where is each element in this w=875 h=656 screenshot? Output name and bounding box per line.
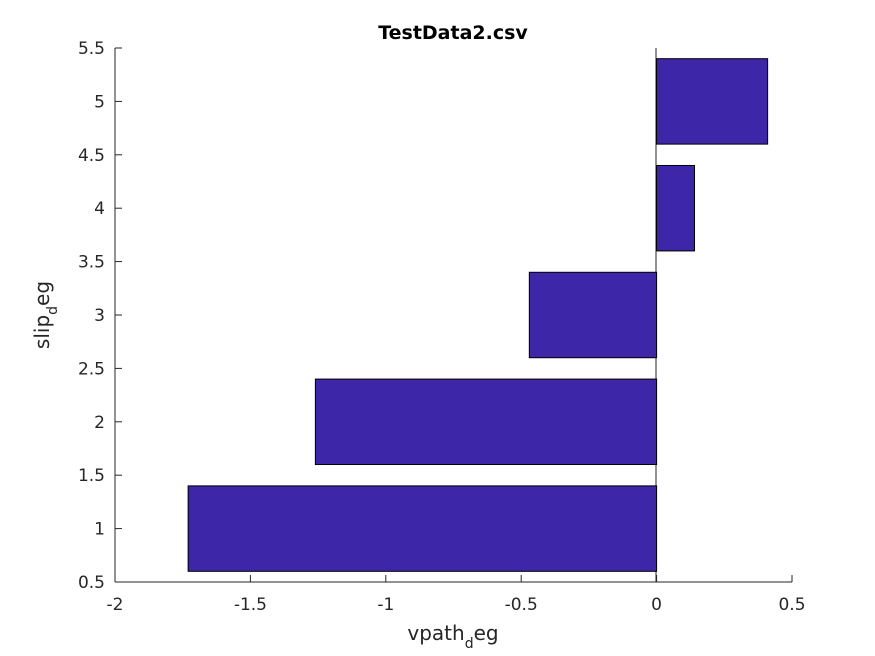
y-axis-label-rest: eg	[30, 281, 54, 306]
y-tick-label: 5.5	[78, 39, 105, 59]
y-axis-label: slipdeg	[30, 281, 61, 349]
y-tick-label: 2	[94, 413, 105, 433]
bar-4	[656, 164, 696, 252]
x-axis-label: vpathdeg	[407, 621, 498, 652]
y-axis-label-sub: d	[45, 306, 61, 315]
bar-3	[528, 271, 658, 359]
x-axis-label-main: vpath	[407, 621, 464, 645]
y-tick-label: 5	[94, 92, 105, 112]
x-tick-label: -2	[107, 595, 124, 615]
x-tick-label: 0.5	[778, 595, 805, 615]
y-tick-label: 0.5	[78, 573, 105, 593]
y-tick-label: 3	[94, 306, 105, 326]
y-tick-label: 1.5	[78, 466, 105, 486]
bar-2	[314, 378, 658, 466]
x-axis-label-sub: d	[465, 636, 474, 652]
y-tick-label: 2.5	[78, 359, 105, 379]
bar-1	[187, 485, 658, 572]
x-tick-label: -0.5	[505, 595, 538, 615]
y-tick-label: 4.5	[78, 146, 105, 166]
x-axis-label-rest: eg	[474, 621, 499, 645]
bars-group	[187, 58, 769, 572]
x-ticks-group: -2 -1.5 -1 -0.5 0 0.5	[107, 575, 806, 615]
y-tick-label: 4	[94, 199, 105, 219]
y-ticks-group: 0.5 1 1.5 2 2.5 3 3.5 4 4.5 5 5.5	[78, 39, 122, 593]
y-axis-label-main: slip	[30, 315, 54, 349]
bar-5	[656, 58, 769, 145]
x-tick-label: -1	[377, 595, 394, 615]
x-tick-label: 0	[651, 595, 662, 615]
y-tick-label: 3.5	[78, 253, 105, 273]
y-tick-label: 1	[94, 520, 105, 540]
x-tick-label: -1.5	[234, 595, 267, 615]
chart-title: TestData2.csv	[378, 22, 528, 44]
